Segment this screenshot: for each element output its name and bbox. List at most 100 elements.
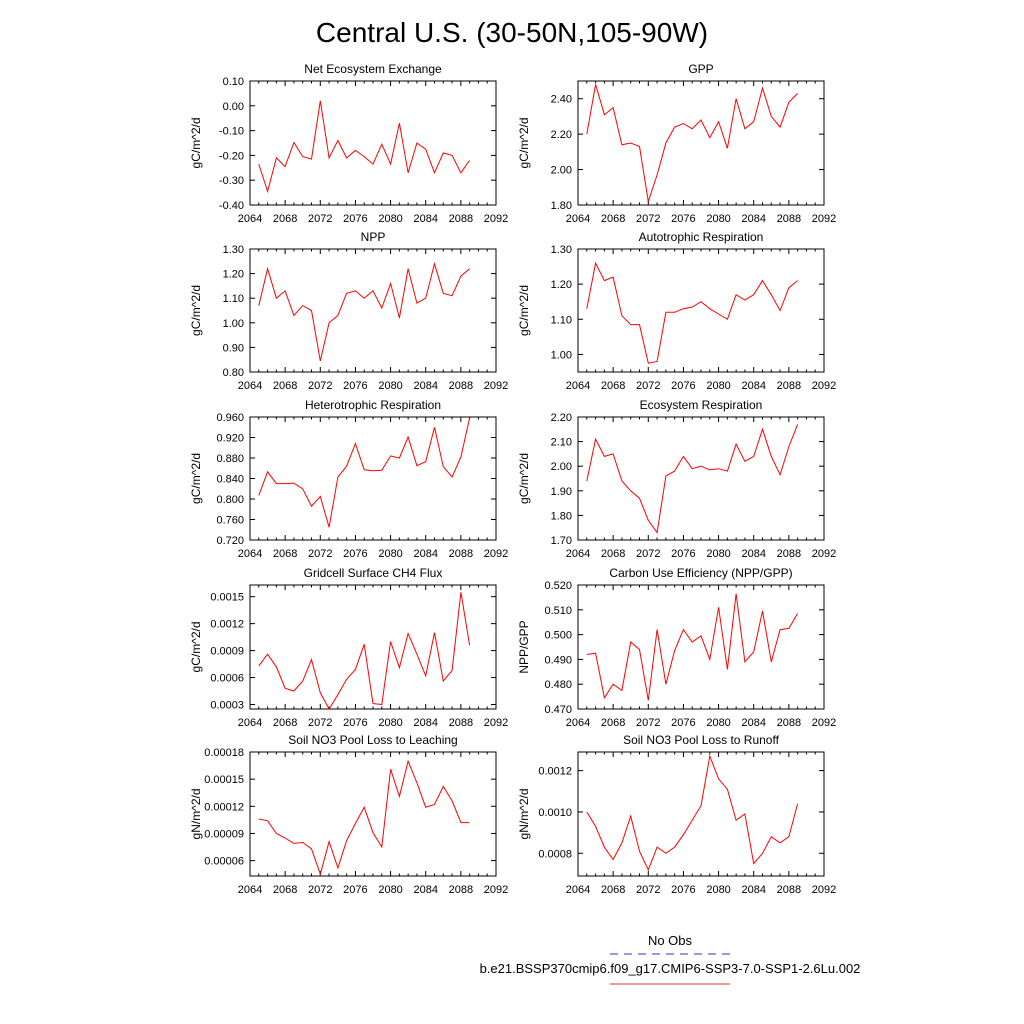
data-point (284, 290, 286, 292)
data-point (726, 668, 728, 670)
data-point (425, 148, 427, 150)
data-point (770, 836, 772, 838)
x-tick-label: 2088 (777, 213, 801, 225)
y-tick-label: 0.10 (223, 76, 244, 88)
data-point (416, 464, 418, 466)
data-point (586, 133, 588, 135)
data-point (612, 453, 614, 455)
y-axis-label: NPP/GPP (517, 620, 531, 673)
data-point (442, 152, 444, 154)
y-tick-label: 0.0015 (210, 592, 244, 604)
y-axis-label: gC/m^2/d (517, 118, 531, 169)
data-point (700, 805, 702, 807)
data-point (709, 658, 711, 660)
data-point (345, 465, 347, 467)
x-tick-label: 2092 (484, 548, 508, 560)
x-tick-label: 2080 (706, 717, 730, 729)
data-point (398, 317, 400, 319)
data-point (753, 455, 755, 457)
data-point (735, 592, 737, 594)
series-line (586, 84, 798, 202)
data-point (293, 690, 295, 692)
data-point (779, 628, 781, 630)
x-tick-label: 2072 (308, 213, 332, 225)
series-line (258, 417, 471, 528)
x-tick-label: 2092 (812, 548, 836, 560)
data-point (796, 612, 798, 614)
data-point (621, 144, 623, 146)
plot-frame (577, 584, 825, 710)
data-point (630, 815, 632, 817)
data-point (363, 806, 365, 808)
x-tick-label: 2084 (413, 548, 437, 560)
y-tick-label: 2.10 (551, 437, 572, 449)
x-tick-label: 2076 (343, 548, 367, 560)
data-point (275, 666, 277, 668)
data-point (726, 788, 728, 790)
data-point (293, 482, 295, 484)
series-line (258, 592, 471, 711)
y-tick-label: 2.20 (551, 129, 572, 141)
y-tick-label: 2.40 (551, 94, 572, 106)
data-point (381, 143, 383, 145)
data-point (425, 675, 427, 677)
plot-frame (577, 416, 825, 541)
data-point (656, 846, 658, 848)
x-tick-label: 2088 (777, 380, 801, 392)
panel-carbon-use-efficiency-npp-gpp: Carbon Use Efficiency (NPP/GPP) 2064 2068 2… (517, 566, 836, 729)
data-point (594, 83, 596, 85)
data-point (345, 678, 347, 680)
panel-title: Autotrophic Respiration (639, 230, 764, 244)
data-point (354, 668, 356, 670)
data-point (744, 460, 746, 462)
x-tick-label: 2080 (706, 213, 730, 225)
x-tick-label: 2068 (601, 717, 625, 729)
y-axis-label: gC/m^2/d (517, 453, 531, 504)
x-tick-label: 2080 (706, 884, 730, 896)
data-point (328, 322, 330, 324)
data-point (638, 497, 640, 499)
y-tick-label: 0.480 (544, 679, 572, 691)
x-tick-label: 2068 (601, 213, 625, 225)
x-tick-label: 2076 (343, 213, 367, 225)
data-point (717, 778, 719, 780)
panel-grid: Net Ecosystem Exchange 2064 2068 2072 2076 20… (189, 62, 836, 896)
data-point (796, 423, 798, 425)
data-point (363, 155, 365, 157)
data-point (691, 306, 693, 308)
data-point (328, 708, 330, 710)
x-tick-label: 2088 (449, 717, 473, 729)
data-point (735, 443, 737, 445)
x-tick-label: 2068 (273, 380, 297, 392)
data-point (612, 106, 614, 108)
data-point (594, 825, 596, 827)
y-tick-label: 0.00006 (204, 856, 244, 868)
x-tick-label: 2088 (449, 380, 473, 392)
x-tick-label: 2072 (636, 380, 660, 392)
data-point (744, 813, 746, 815)
data-point (310, 848, 312, 850)
data-point (709, 136, 711, 138)
x-tick-label: 2072 (308, 884, 332, 896)
legend-label-model-run: b.e21.BSSP370cmip6.f09_g17.CMIP6-SSP3-7.… (480, 961, 861, 976)
y-tick-label: 0.0010 (538, 807, 572, 819)
panel-gridcell-surface-ch4-flux: Gridcell Surface CH4 Flux 2064 2068 2072 207… (189, 566, 508, 729)
x-tick-label: 2076 (671, 717, 695, 729)
x-tick-label: 2064 (238, 884, 262, 896)
x-tick-label: 2072 (308, 717, 332, 729)
y-tick-label: 1.30 (551, 244, 572, 256)
data-point (638, 850, 640, 852)
panel-soil-no3-pool-loss-to-runoff: Soil NO3 Pool Loss to Runoff 2064 2068 2072… (517, 733, 836, 896)
y-tick-label: 0.510 (544, 605, 572, 617)
data-point (345, 292, 347, 294)
data-point (328, 157, 330, 159)
data-point (717, 606, 719, 608)
data-point (284, 482, 286, 484)
y-tick-label: 1.90 (551, 486, 572, 498)
data-point (468, 267, 470, 269)
data-point (594, 438, 596, 440)
data-point (451, 669, 453, 671)
data-point (700, 301, 702, 303)
data-point (621, 315, 623, 317)
data-point (302, 304, 304, 306)
